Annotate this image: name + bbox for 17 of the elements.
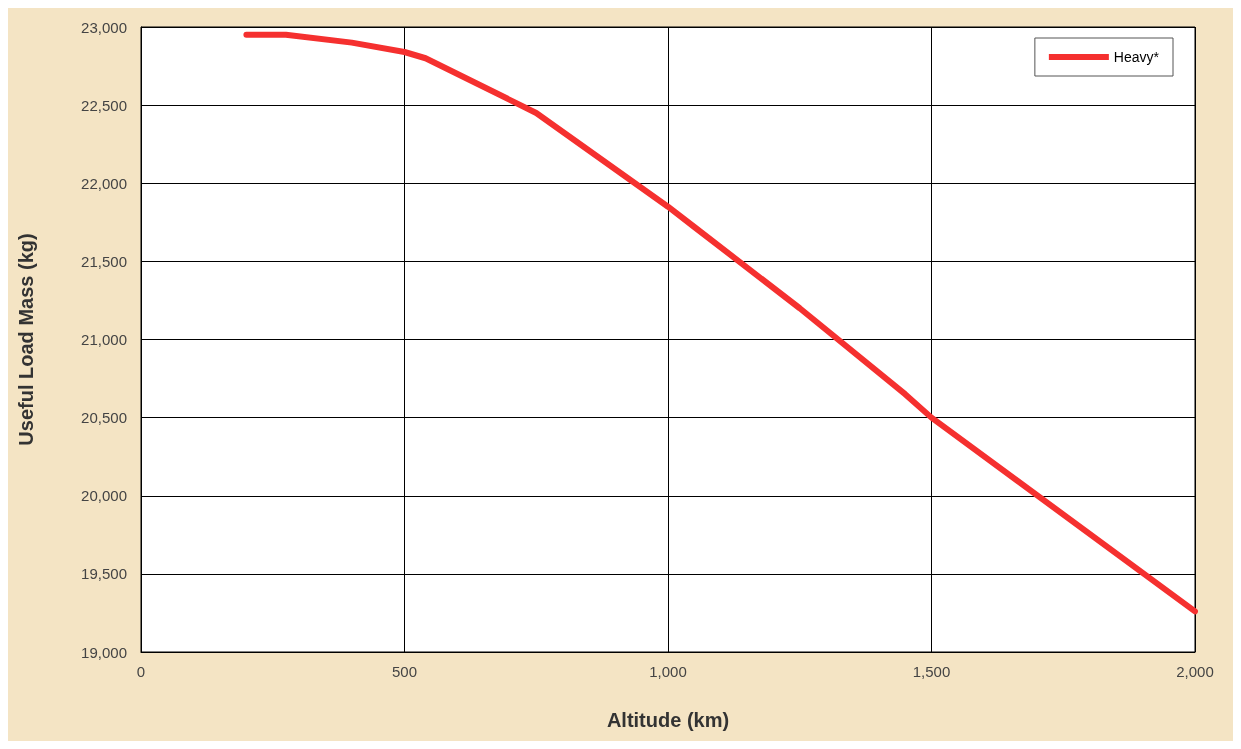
y-tick-label: 20,000 xyxy=(81,487,127,505)
y-axis-title: Useful Load Mass (kg) xyxy=(15,233,37,446)
y-tick-label: 21,500 xyxy=(81,252,127,270)
y-tick-label: 22,000 xyxy=(81,174,127,192)
y-tick-label: 22,500 xyxy=(81,96,127,114)
legend-label: Heavy* xyxy=(1113,49,1160,65)
x-tick-label: 2,000 xyxy=(1176,663,1214,680)
x-tick-label: 1,000 xyxy=(649,663,687,680)
x-tick-label: 0 xyxy=(136,663,146,680)
x-axis-title: Altitude (km) xyxy=(606,709,730,731)
y-tick-label: 19,000 xyxy=(81,643,127,661)
y-tick-label: 19,500 xyxy=(81,565,127,583)
y-tick-label: 20,500 xyxy=(81,409,127,427)
y-tick-label: 23,000 xyxy=(81,18,127,36)
y-tick-label: 21,000 xyxy=(81,331,127,348)
x-tick-label: 1,500 xyxy=(912,663,951,680)
x-tick-label: 500 xyxy=(391,663,418,680)
